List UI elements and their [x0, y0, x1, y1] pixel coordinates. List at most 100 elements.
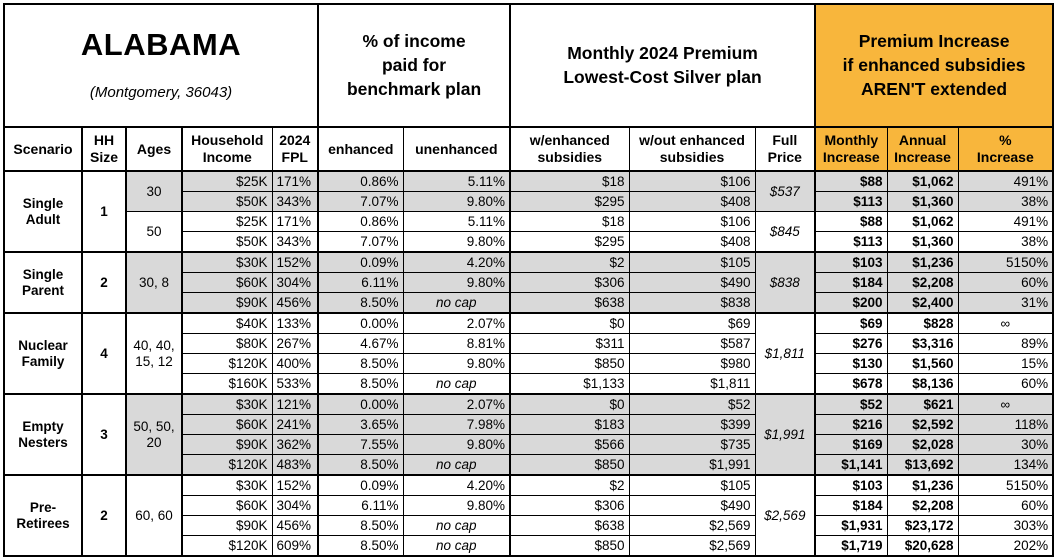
cell-scenario: Pre-Retirees	[3, 474, 83, 557]
cell-fpl: 152%	[271, 251, 319, 274]
cell-monthly-increase: $103	[814, 474, 888, 497]
cell-unenhanced: 9.80%	[402, 353, 511, 375]
cell-with-subsidies: $0	[509, 312, 630, 335]
cell-without-subsidies: $106	[628, 211, 756, 233]
col-header-unenhanced: unenhanced	[402, 126, 511, 172]
cell-enhanced: 6.11%	[317, 272, 404, 294]
cell-pct-increase: 202%	[957, 535, 1054, 557]
table-row: Empty Nesters 3 50, 50, 20 $30K 121% 0.0…	[3, 393, 1054, 476]
cell-annual-increase: $2,592	[886, 414, 959, 436]
col-header-enhanced: enhanced	[317, 126, 404, 172]
cell-ages: 30	[125, 170, 183, 213]
col-header-pct-increase: % Increase	[957, 126, 1054, 172]
cell-enhanced: 6.11%	[317, 495, 404, 517]
cell-with-subsidies: $295	[509, 231, 630, 253]
cell-enhanced: 0.86%	[317, 170, 404, 193]
cell-enhanced: 4.67%	[317, 333, 404, 355]
cell-unenhanced: 4.20%	[402, 251, 511, 274]
cell-enhanced: 8.50%	[317, 292, 404, 314]
cell-ages: 60, 60	[125, 474, 183, 557]
cell-fpl: 304%	[271, 272, 319, 294]
cell-without-subsidies: $490	[628, 495, 756, 517]
table-row: $60K 304% 6.11% 9.80% $306 $490 $184 $2,…	[4, 272, 1054, 294]
cell-with-subsidies: $566	[509, 434, 630, 456]
cell-pct-increase: ∞	[957, 393, 1054, 416]
cell-monthly-increase: $103	[814, 251, 888, 274]
cell-pct-increase: ∞	[957, 312, 1054, 335]
col-header-scenario: Scenario	[3, 126, 83, 172]
cell-pct-increase: 38%	[957, 191, 1054, 213]
cell-monthly-increase: $1,141	[814, 454, 888, 476]
cell-enhanced: 8.50%	[317, 535, 404, 557]
cell-income: $30K	[181, 393, 273, 416]
cell-pct-increase: 118%	[957, 414, 1054, 436]
cell-pct-increase: 134%	[957, 454, 1054, 476]
cell-income: $30K	[181, 251, 273, 274]
cell-monthly-increase: $130	[814, 353, 888, 375]
cell-annual-increase: $621	[886, 393, 959, 416]
table-row: $120K 483% 8.50% no cap $850 $1,991 $1,1…	[4, 454, 1054, 476]
cell-fpl: 483%	[271, 454, 319, 476]
cell-scenario: Single Parent	[3, 251, 83, 314]
col-header-with-enhanced-subsidies: w/enhanced subsidies	[509, 126, 630, 172]
cell-fpl: 362%	[271, 434, 319, 456]
cell-scenario: Empty Nesters	[3, 393, 83, 476]
col-header-household-income: Household Income	[181, 126, 273, 172]
cell-annual-increase: $23,172	[886, 515, 959, 537]
cell-with-subsidies: $183	[509, 414, 630, 436]
table-row: Nuclear Family 4 40, 40, 15, 12 $40K 133…	[3, 312, 1054, 395]
cell-without-subsidies: $980	[628, 353, 756, 375]
cell-monthly-increase: $69	[814, 312, 888, 335]
cell-ages: 50, 50, 20	[125, 393, 183, 476]
cell-full-price: $845	[754, 211, 816, 253]
cell-fpl: 456%	[271, 292, 319, 314]
cell-monthly-increase: $52	[814, 393, 888, 416]
cell-fpl: 343%	[271, 191, 319, 213]
benchmark-group-header: % of income paid for benchmark plan	[317, 3, 511, 128]
cell-fpl: 400%	[271, 353, 319, 375]
cell-annual-increase: $1,236	[886, 474, 959, 497]
cell-with-subsidies: $0	[509, 393, 630, 416]
cell-pct-increase: 303%	[957, 515, 1054, 537]
cell-unenhanced: 9.80%	[402, 434, 511, 456]
cell-income: $60K	[181, 495, 273, 517]
cell-monthly-increase: $184	[814, 495, 888, 517]
col-header-2024-fpl: 2024 FPL	[271, 126, 319, 172]
cell-ages: 50	[125, 211, 183, 253]
cell-enhanced: 8.50%	[317, 454, 404, 476]
cell-with-subsidies: $306	[509, 495, 630, 517]
cell-pct-increase: 89%	[957, 333, 1054, 355]
cell-with-subsidies: $850	[509, 454, 630, 476]
cell-fpl: 267%	[271, 333, 319, 355]
cell-unenhanced: 5.11%	[402, 211, 511, 233]
cell-income: $90K	[181, 515, 273, 537]
premium-table: ALABAMA (Montgomery, 36043) % of income …	[3, 3, 1055, 558]
cell-without-subsidies: $106	[628, 170, 756, 193]
cell-annual-increase: $2,400	[886, 292, 959, 314]
cell-scenario: Nuclear Family	[3, 312, 83, 395]
cell-fpl: 343%	[271, 231, 319, 253]
cell-monthly-increase: $88	[814, 211, 888, 233]
cell-income: $25K	[181, 170, 273, 193]
cell-annual-increase: $1,360	[886, 191, 959, 213]
cell-enhanced: 0.86%	[317, 211, 404, 233]
cell-enhanced: 3.65%	[317, 414, 404, 436]
cell-annual-increase: $1,062	[886, 170, 959, 193]
cell-annual-increase: $13,692	[886, 454, 959, 476]
cell-income: $120K	[181, 535, 273, 557]
cell-unenhanced: 5.11%	[402, 170, 511, 193]
table-row: $60K 241% 3.65% 7.98% $183 $399 $216 $2,…	[4, 414, 1054, 436]
cell-without-subsidies: $408	[628, 191, 756, 213]
cell-annual-increase: $2,028	[886, 434, 959, 456]
cell-pct-increase: 491%	[957, 170, 1054, 193]
cell-with-subsidies: $295	[509, 191, 630, 213]
col-header-hh-size: HH Size	[81, 126, 127, 172]
cell-hh-size: 4	[81, 312, 127, 395]
cell-pct-increase: 60%	[957, 272, 1054, 294]
cell-income: $90K	[181, 292, 273, 314]
cell-pct-increase: 30%	[957, 434, 1054, 456]
cell-full-price: $537	[754, 170, 816, 213]
increase-group-header: Premium Increase if enhanced subsidies A…	[814, 3, 1054, 128]
cell-unenhanced: 9.80%	[402, 231, 511, 253]
cell-without-subsidies: $1,991	[628, 454, 756, 476]
